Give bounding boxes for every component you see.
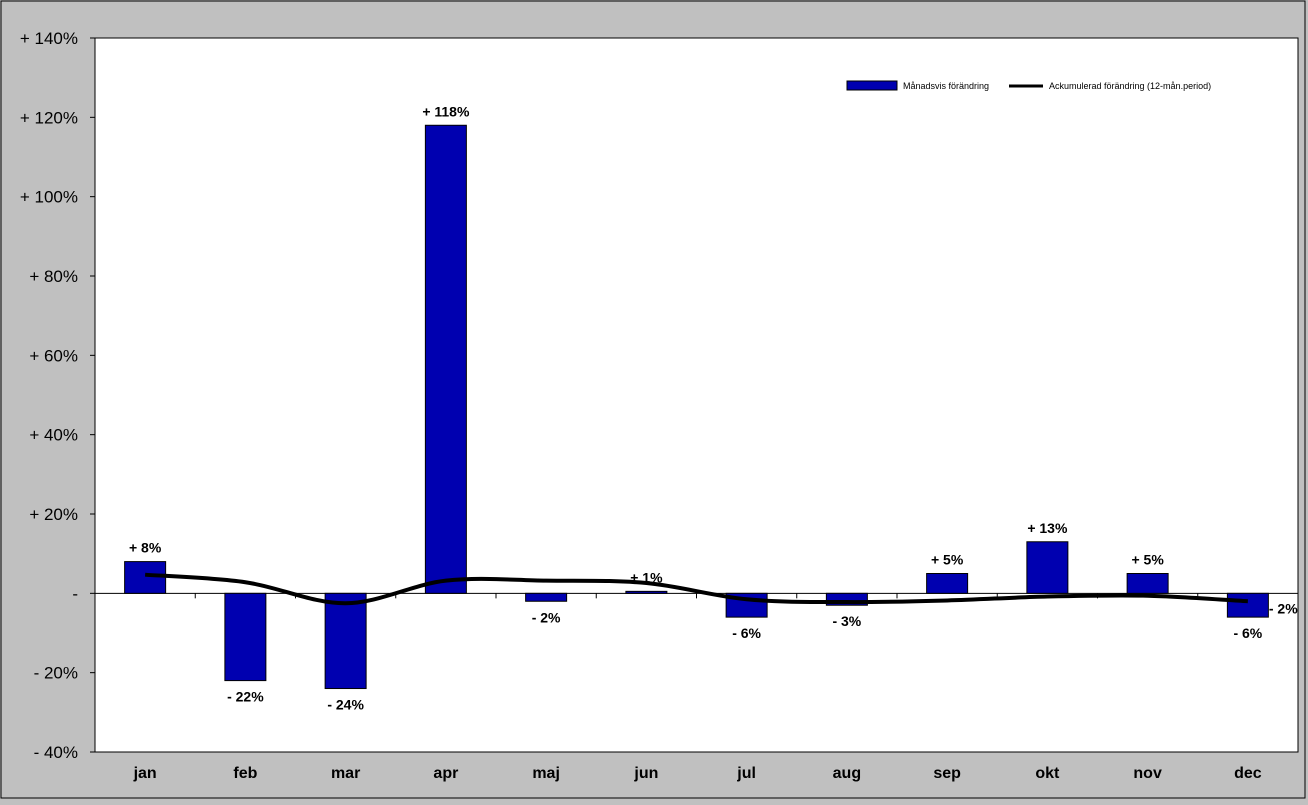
bar-jun: [625, 590, 668, 594]
y-tick-label: + 80%: [29, 267, 78, 286]
x-tick-label: jan: [133, 765, 157, 782]
bar-data-label: - 6%: [1233, 625, 1262, 641]
x-tick-label: aug: [833, 765, 861, 782]
bar-data-label: - 6%: [732, 625, 761, 641]
y-tick-label: -: [72, 584, 78, 603]
line-end-label: - 2%: [1269, 600, 1298, 616]
bar-data-label: + 5%: [931, 552, 964, 568]
x-tick-label: nov: [1133, 765, 1162, 782]
bar-dec: [1226, 592, 1269, 618]
bar-data-label: + 118%: [422, 103, 470, 119]
y-tick-label: - 40%: [34, 743, 78, 762]
y-tick-label: + 20%: [29, 505, 78, 524]
bar-maj: [525, 592, 568, 602]
y-tick-label: + 40%: [29, 426, 78, 445]
bar-nov: [1126, 573, 1169, 594]
bar-data-label: - 22%: [227, 689, 264, 705]
y-tick-label: + 100%: [20, 188, 78, 207]
plot-area: [94, 37, 1299, 753]
legend-bar-swatch: [846, 80, 898, 91]
y-tick-label: + 140%: [20, 29, 78, 48]
y-tick-label: + 120%: [20, 108, 78, 127]
bar-data-label: - 3%: [832, 613, 861, 629]
x-tick-label: sep: [933, 765, 961, 782]
x-tick-label: jun: [633, 765, 658, 782]
bar-data-label: - 2%: [532, 609, 561, 625]
bar-data-label: + 5%: [1131, 552, 1164, 568]
y-tick-label: - 20%: [34, 664, 78, 683]
bar-data-label: + 13%: [1027, 520, 1068, 536]
bar-sep: [926, 573, 969, 594]
x-tick-label: okt: [1035, 765, 1060, 782]
bar-data-label: + 1%: [630, 569, 663, 585]
x-tick-label: feb: [233, 765, 257, 782]
bar-okt: [1026, 541, 1069, 594]
x-tick-label: jul: [736, 765, 756, 782]
x-tick-label: maj: [532, 765, 560, 782]
legend-bar-label: Månadsvis förändring: [903, 81, 989, 91]
x-tick-label: dec: [1234, 765, 1262, 782]
y-tick-label: + 60%: [29, 346, 78, 365]
x-tick-label: mar: [331, 765, 360, 782]
bar-feb: [224, 592, 267, 682]
legend-line-label: Ackumulerad förändring (12-mån.period): [1049, 81, 1211, 91]
bar-data-label: + 8%: [129, 540, 162, 556]
bar-data-label: - 24%: [327, 697, 364, 713]
bar-mar: [324, 592, 367, 690]
bar-apr: [424, 124, 467, 594]
x-tick-label: apr: [433, 765, 458, 782]
line-ackumulerad: [144, 572, 1248, 606]
bar-aug: [825, 592, 868, 606]
